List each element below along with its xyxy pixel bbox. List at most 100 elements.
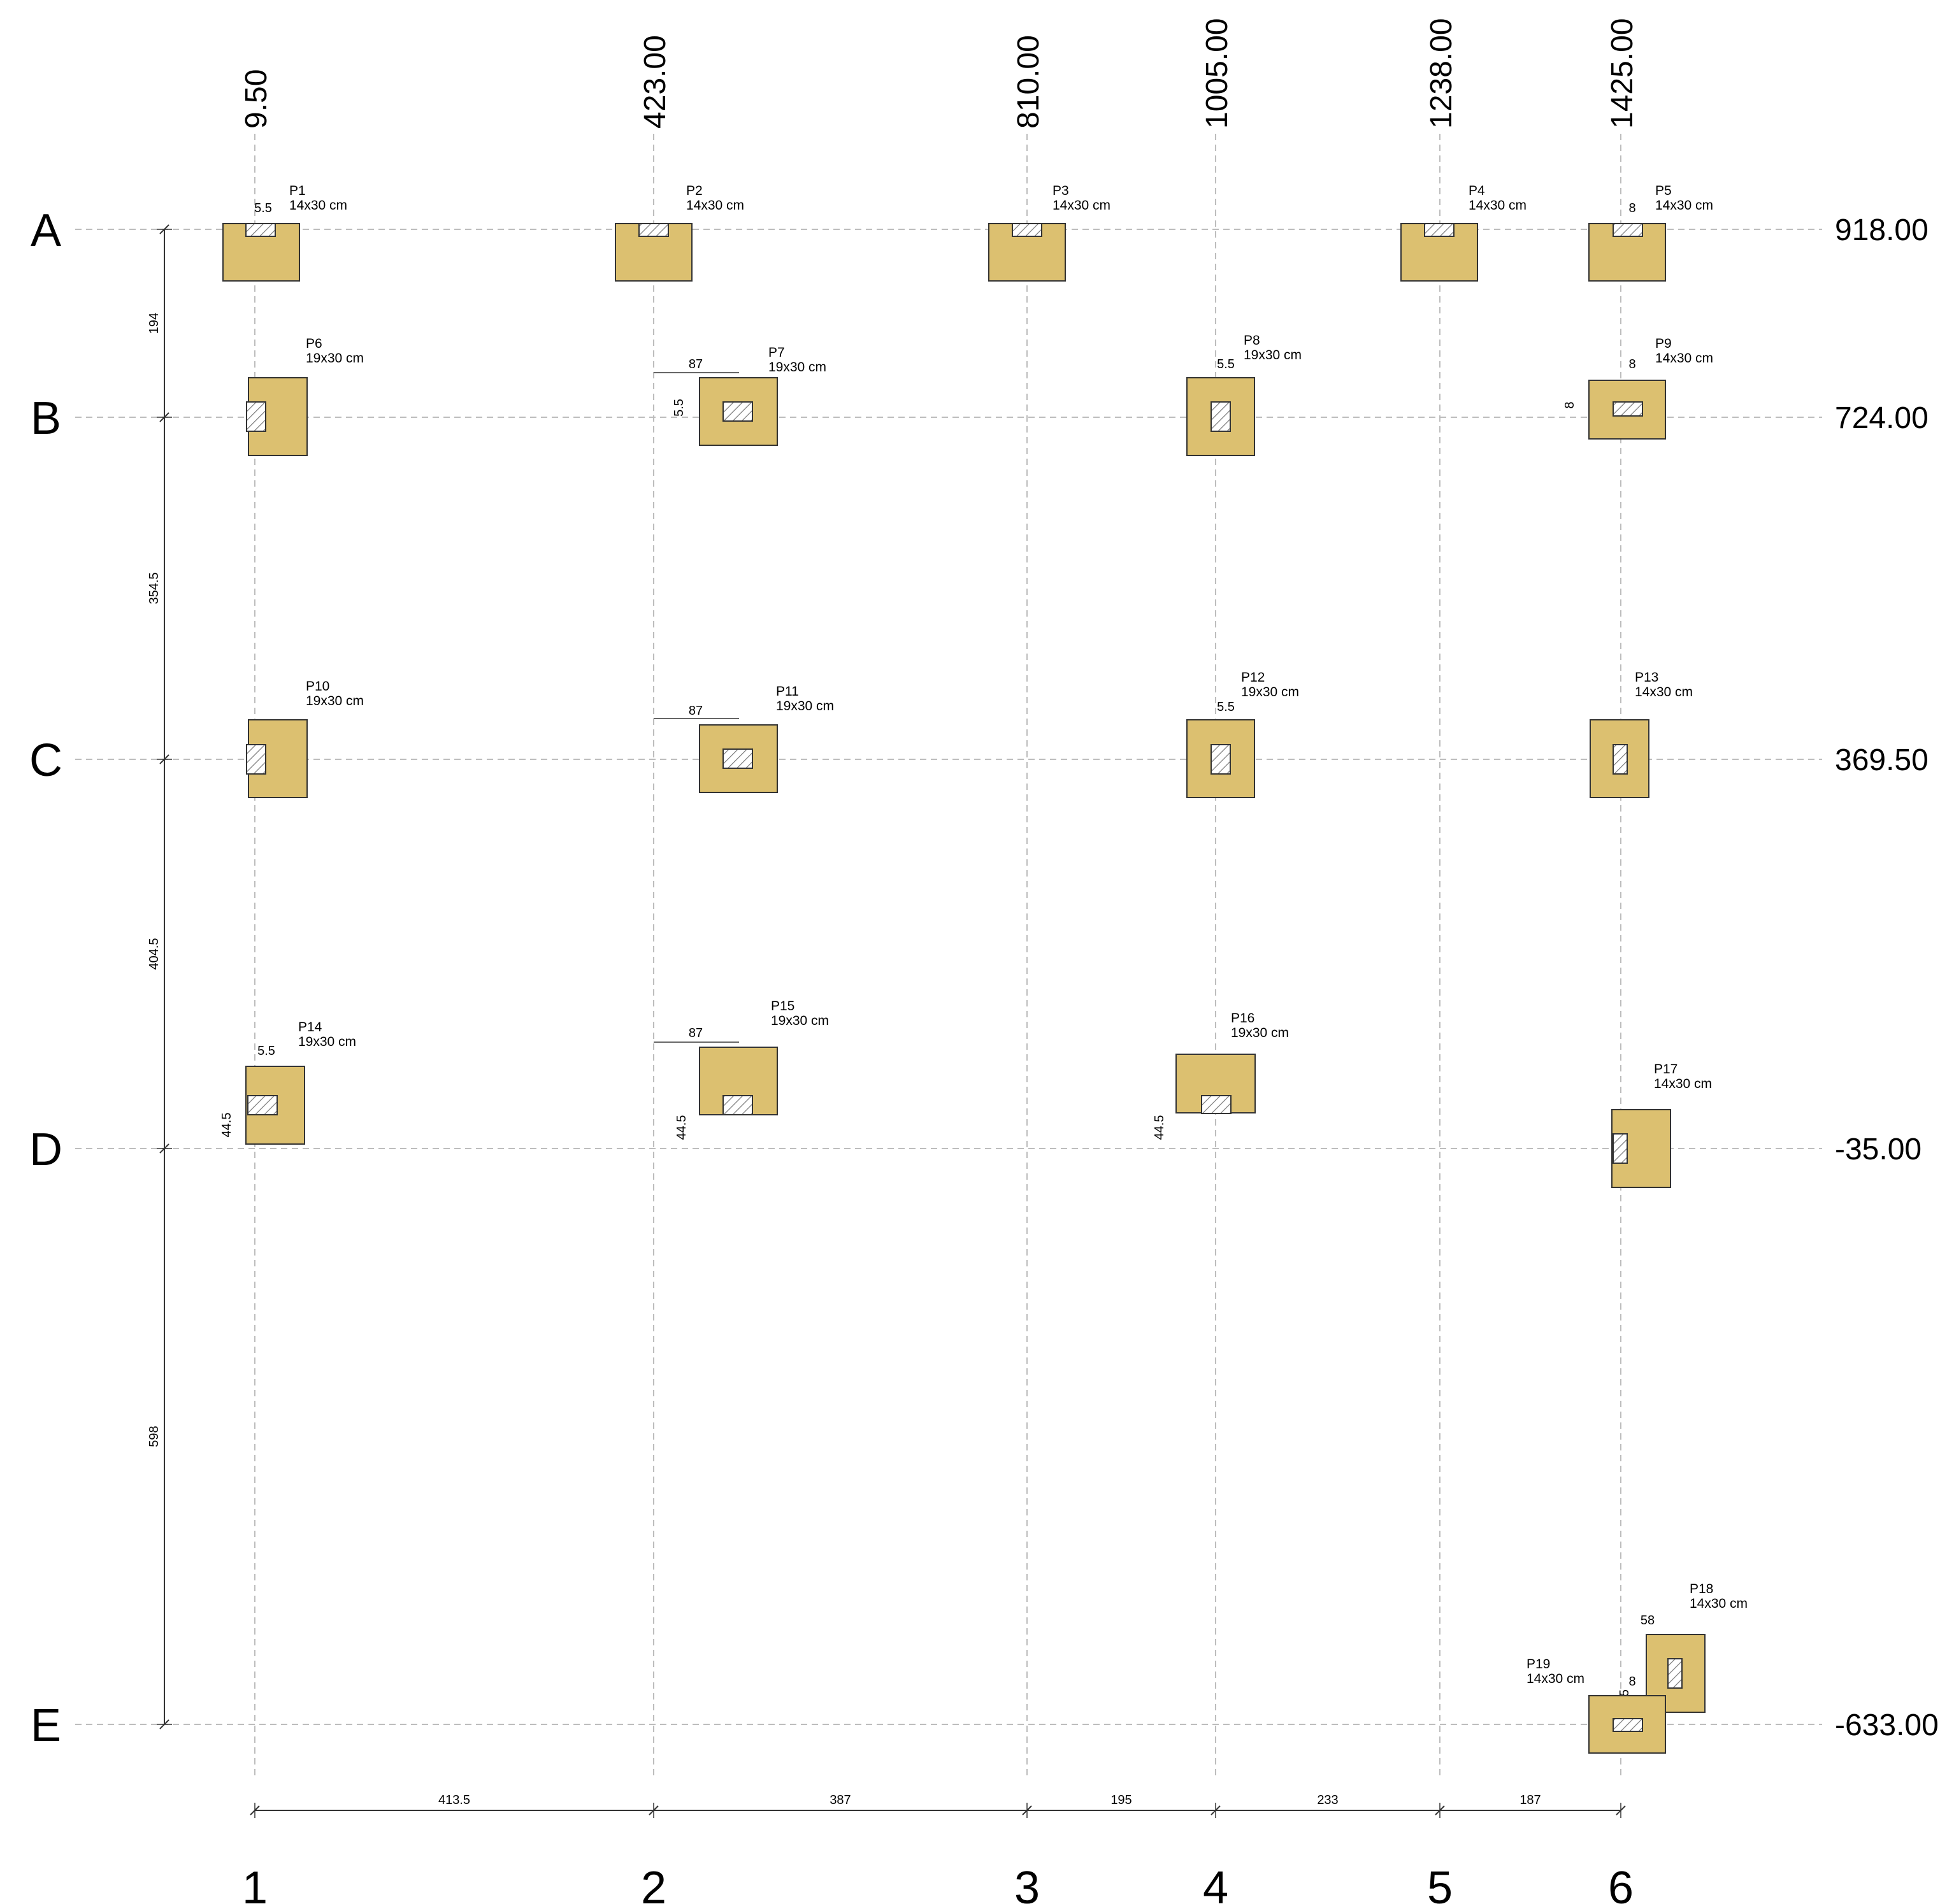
footing-id-label: P14	[298, 1020, 322, 1034]
column-axis-label-1: 1	[242, 1863, 268, 1904]
row-coordinate-E: -633.00	[1835, 1708, 1939, 1742]
footing-size-label: 19x30 cm	[768, 360, 826, 375]
column-section	[1613, 1718, 1643, 1732]
local-dimension-P18: 58	[1641, 1614, 1655, 1628]
column-section	[247, 1095, 278, 1115]
column-section	[246, 401, 266, 432]
vertical-spacing-label: 404.5	[147, 938, 161, 970]
local-dimension-P19: 8	[1628, 1675, 1635, 1689]
column-section	[246, 744, 266, 775]
footing-id-label: P6	[306, 336, 322, 351]
footing-id-label: P7	[768, 345, 785, 360]
local-dimension-P1: 5.5	[254, 201, 272, 215]
column-coordinate-3: 810.00	[1012, 35, 1045, 129]
row-axis-label-E: E	[31, 1700, 61, 1751]
column-section	[1613, 744, 1628, 775]
footing-id-label: P1	[289, 183, 306, 198]
column-section	[1211, 401, 1231, 432]
vertical-spacing-label: 194	[147, 313, 161, 334]
column-section	[1211, 744, 1231, 775]
column-section	[638, 223, 669, 237]
footing-size-label: 14x30 cm	[1655, 351, 1713, 366]
horizontal-spacing-label: 233	[1317, 1793, 1338, 1807]
footing-size-label: 14x30 cm	[1655, 198, 1713, 213]
footing-size-label: 19x30 cm	[771, 1013, 829, 1028]
column-axis-label-6: 6	[1608, 1863, 1634, 1904]
row-axis-label-A: A	[31, 205, 61, 256]
footing-id-label: P8	[1244, 333, 1260, 348]
row-coordinate-C: 369.50	[1835, 743, 1929, 777]
column-section	[1424, 223, 1455, 237]
row-coordinate-A: 918.00	[1835, 213, 1929, 247]
footing-id-label: P2	[686, 183, 703, 198]
footing-size-label: 19x30 cm	[306, 694, 364, 708]
column-axis-label-3: 3	[1014, 1863, 1040, 1904]
column-section	[245, 223, 276, 237]
footing-size-label: 14x30 cm	[1654, 1077, 1712, 1091]
row-coordinate-D: -35.00	[1835, 1133, 1922, 1166]
footing-id-label: P4	[1469, 183, 1485, 198]
footing-pad	[1588, 380, 1666, 440]
local-dimension-P5: 8	[1628, 201, 1635, 215]
footing-size-label: 14x30 cm	[1690, 1596, 1748, 1611]
footing-id-label: P15	[771, 999, 794, 1013]
footing-id-label: P18	[1690, 1582, 1713, 1596]
footing-id-label: P12	[1241, 670, 1265, 685]
footing-size-label: 19x30 cm	[776, 699, 834, 713]
local-dimension-P15: 87	[689, 1026, 703, 1040]
column-section	[1613, 401, 1643, 417]
footing-id-label: P5	[1655, 183, 1672, 198]
column-axis-label-5: 5	[1427, 1863, 1453, 1904]
column-coordinate-4: 1005.00	[1200, 18, 1234, 129]
footing-size-label: 14x30 cm	[686, 198, 744, 213]
local-dimension-P14: 44.5	[220, 1113, 234, 1138]
local-dimension-P16: 44.5	[1153, 1115, 1167, 1140]
local-dimension-P14: 5.5	[257, 1044, 275, 1058]
column-section	[1012, 223, 1042, 237]
footing-size-label: 14x30 cm	[289, 198, 347, 213]
horizontal-spacing-label: 387	[830, 1793, 851, 1807]
footing-id-label: P11	[776, 684, 799, 699]
column-section	[722, 401, 753, 422]
footing-size-label: 19x30 cm	[1231, 1026, 1289, 1040]
column-section	[1613, 1133, 1628, 1164]
local-dimension-P7: 87	[689, 357, 703, 371]
footing-size-label: 19x30 cm	[298, 1034, 356, 1049]
row-axis-label-D: D	[29, 1124, 62, 1175]
column-section	[1201, 1095, 1232, 1114]
column-coordinate-6: 1425.00	[1606, 18, 1639, 129]
footing-size-label: 14x30 cm	[1469, 198, 1527, 213]
footing-id-label: P17	[1654, 1062, 1678, 1077]
column-section	[1667, 1658, 1683, 1689]
vertical-spacing-label: 598	[147, 1426, 161, 1447]
column-section	[722, 1095, 753, 1115]
column-section	[722, 748, 753, 769]
column-section	[1613, 223, 1643, 237]
local-dimension-P15: 44.5	[675, 1115, 689, 1140]
horizontal-spacing-label: 187	[1520, 1793, 1541, 1807]
footing-size-label: 14x30 cm	[1527, 1671, 1584, 1686]
local-dimension-P9: 8	[1628, 357, 1635, 371]
column-coordinate-5: 1238.00	[1425, 18, 1458, 129]
horizontal-spacing-label: 195	[1110, 1793, 1132, 1807]
column-axis-label-2: 2	[641, 1863, 666, 1904]
footing-id-label: P13	[1635, 670, 1658, 685]
horizontal-spacing-label: 413.5	[438, 1793, 470, 1807]
